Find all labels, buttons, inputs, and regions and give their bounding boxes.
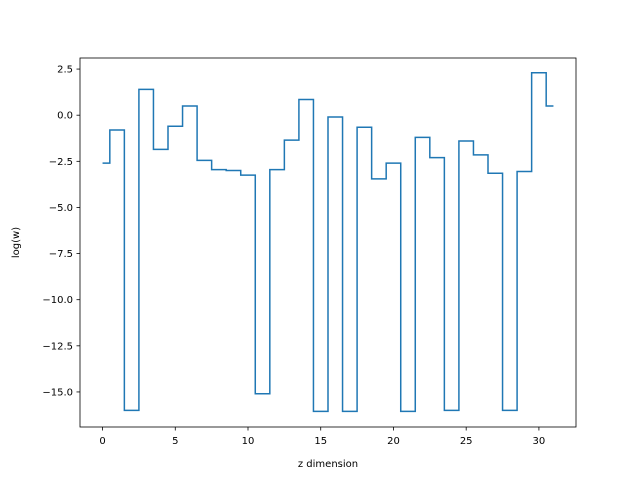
- y-tick-label: −10.0: [42, 295, 73, 306]
- series-line: [102, 72, 554, 413]
- plot-area-frame: [79, 57, 577, 428]
- x-tick-label: 10: [242, 436, 255, 447]
- x-tick-label: 0: [99, 436, 105, 447]
- y-tick-label: 0.0: [57, 111, 73, 122]
- x-tick-label: 5: [172, 436, 178, 447]
- x-tick-label: 30: [533, 436, 546, 447]
- y-tick-label: −5.0: [49, 203, 73, 214]
- y-tick-label: 2.5: [57, 65, 73, 76]
- y-tick-label: −15.0: [42, 387, 73, 398]
- y-axis-label: log(w): [11, 227, 22, 258]
- x-axis-label: z dimension: [298, 459, 358, 470]
- x-tick-label: 15: [314, 436, 327, 447]
- y-tick-label: −2.5: [49, 157, 73, 168]
- y-axis-ticks: 2.5 0.0 −2.5 −5.0 −7.5 −10.0 −12.5 −15.0: [42, 65, 80, 398]
- y-tick-label: −7.5: [49, 249, 73, 260]
- y-tick-label: −12.5: [42, 341, 73, 352]
- x-tick-label: 20: [387, 436, 400, 447]
- x-tick-label: 25: [460, 436, 473, 447]
- x-axis-ticks: 0 5 10 15 20 25 30: [99, 427, 545, 447]
